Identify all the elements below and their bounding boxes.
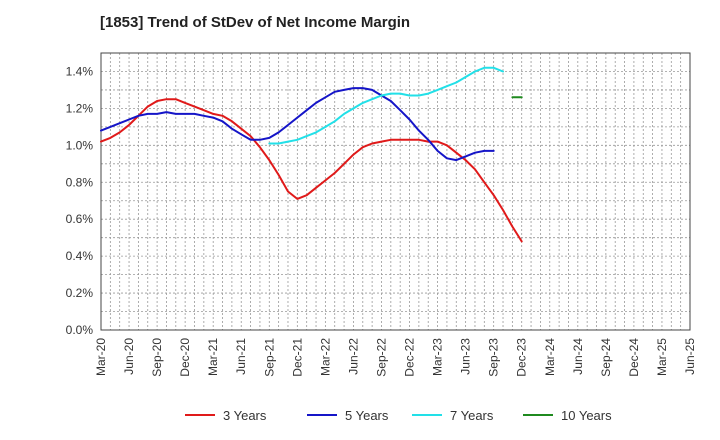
series-line-3-years (100, 98, 523, 243)
x-tick-label: Jun-24 (571, 338, 585, 375)
legend-layer: 3 Years 5 Years 7 Years 10 Years (185, 408, 612, 423)
x-tick-label: Jun-22 (346, 338, 360, 375)
x-tick-label: Sep-22 (374, 338, 388, 377)
axis-layer: 0.0% 0.2% 0.4% 0.6% 0.8% 1.0% 1.2% 1.4% Mar-20 Ju… (66, 52, 697, 377)
y-tick-label: 0.0% (66, 323, 94, 337)
series-layer (100, 66, 523, 243)
x-tick-label: Dec-20 (178, 338, 192, 377)
x-tick-label: Sep-24 (599, 338, 613, 377)
y-tick-label: 0.6% (66, 212, 94, 226)
legend-label: 3 Years (223, 408, 267, 423)
legend-label: 10 Years (561, 408, 612, 423)
legend-label: 7 Years (450, 408, 494, 423)
x-tick-label: Jun-21 (234, 338, 248, 375)
x-tick-label: Jun-25 (683, 338, 697, 375)
y-tick-label: 0.2% (66, 286, 94, 300)
chart-title: [1853] Trend of StDev of Net Income Marg… (100, 14, 411, 31)
x-tick-label: Mar-25 (655, 338, 669, 376)
x-tick-label: Jun-23 (459, 338, 473, 375)
y-tick-label: 0.8% (66, 175, 94, 189)
x-tick-label: Mar-20 (94, 338, 108, 376)
x-tick-label: Mar-24 (543, 338, 557, 376)
x-tick-label: Mar-23 (431, 338, 445, 376)
x-tick-label: Dec-22 (403, 338, 417, 377)
x-tick-label: Jun-20 (122, 338, 136, 375)
y-tick-label: 1.2% (66, 101, 94, 115)
x-tick-label: Dec-24 (627, 338, 641, 377)
x-tick-label: Sep-20 (150, 338, 164, 377)
y-tick-label: 0.4% (66, 249, 94, 263)
y-tick-label: 1.4% (66, 64, 94, 78)
x-tick-label: Mar-22 (318, 338, 332, 376)
legend-label: 5 Years (345, 408, 389, 423)
plot-frame (100, 52, 691, 331)
x-tick-label: Dec-23 (515, 338, 529, 377)
x-tick-label: Mar-21 (206, 338, 220, 376)
x-tick-label: Dec-21 (290, 338, 304, 377)
y-tick-label: 1.0% (66, 138, 94, 152)
series-line-7-years (268, 66, 504, 145)
series-line-5-years (100, 87, 495, 162)
x-tick-label: Sep-21 (262, 338, 276, 377)
x-tick-label: Sep-23 (487, 338, 501, 377)
